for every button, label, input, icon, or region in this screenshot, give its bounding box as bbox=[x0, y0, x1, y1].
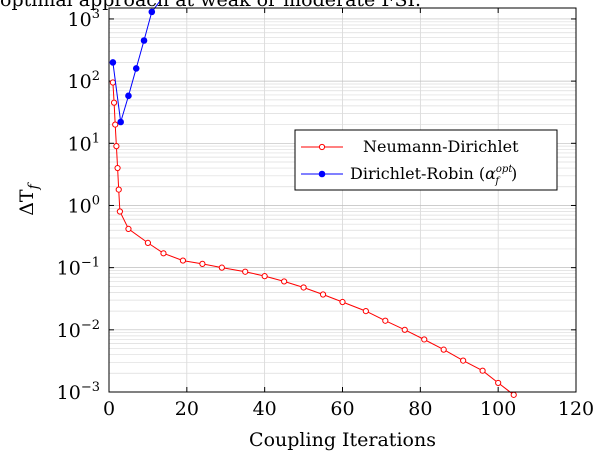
series-dirichlet-robin bbox=[109, 1, 160, 126]
data-point bbox=[125, 225, 132, 232]
x-tick-label: 100 bbox=[480, 398, 516, 420]
data-point bbox=[281, 278, 288, 285]
data-point bbox=[382, 317, 389, 324]
data-point bbox=[112, 121, 119, 128]
legend-marker bbox=[318, 143, 326, 151]
data-point bbox=[421, 336, 428, 343]
y-tick-label: 101 bbox=[68, 131, 100, 155]
data-point bbox=[261, 273, 268, 280]
legend-label: Dirichlet-Robin (αopt f) bbox=[350, 164, 517, 187]
data-point bbox=[242, 268, 249, 275]
y-tick-label: 10−1 bbox=[57, 256, 100, 280]
y-tick-label: 10−3 bbox=[57, 380, 100, 404]
chart-grid bbox=[108, 8, 577, 393]
data-point bbox=[109, 59, 117, 66]
legend: Neumann-Dirichlet Dirichlet-Robin (αopt f) bbox=[294, 129, 558, 191]
data-point bbox=[140, 37, 148, 44]
data-point bbox=[319, 291, 327, 298]
plot-frame bbox=[108, 7, 577, 393]
data-point bbox=[510, 391, 517, 398]
data-point bbox=[479, 367, 486, 374]
data-point bbox=[160, 250, 167, 257]
data-point bbox=[199, 260, 206, 267]
y-tick-label: 103 bbox=[68, 7, 100, 31]
x-tick-label: 120 bbox=[558, 398, 594, 420]
data-point bbox=[144, 239, 152, 247]
data-point bbox=[148, 8, 156, 16]
y-tick-label: 102 bbox=[68, 69, 100, 93]
data-point bbox=[116, 208, 123, 215]
data-point bbox=[460, 357, 467, 364]
x-axis-label: Coupling Iterations bbox=[249, 429, 436, 451]
data-point bbox=[300, 284, 307, 291]
x-tick-label: 20 bbox=[175, 398, 199, 420]
data-point bbox=[362, 308, 369, 315]
y-axis-label: ΔTf bbox=[16, 181, 42, 215]
chart-ticks: 0 20 40 60 80 100 120 10−3 10−2 10−1 100 101 102 103 bbox=[57, 7, 594, 420]
data-point bbox=[132, 65, 140, 72]
data-point bbox=[179, 257, 187, 264]
x-tick-label: 80 bbox=[408, 398, 432, 420]
data-point bbox=[218, 264, 225, 271]
legend-marker bbox=[318, 170, 326, 178]
x-tick-label: 40 bbox=[253, 398, 277, 420]
x-tick-label: 0 bbox=[103, 398, 115, 420]
legend-label: Neumann-Dirichlet bbox=[363, 137, 519, 156]
data-point bbox=[109, 79, 116, 86]
data-point bbox=[117, 118, 124, 126]
x-tick-label: 60 bbox=[330, 398, 354, 420]
data-point bbox=[110, 99, 118, 106]
series-neumann-dirichlet bbox=[109, 79, 517, 398]
data-point bbox=[440, 346, 447, 353]
series-line bbox=[112, 82, 515, 396]
series-line bbox=[112, 1, 160, 123]
data-point bbox=[115, 186, 122, 193]
legend-box bbox=[294, 129, 558, 191]
caption-fragment: optimal approach at weak or moderate FSI… bbox=[0, 0, 421, 11]
data-point bbox=[339, 298, 346, 306]
data-point bbox=[114, 164, 121, 172]
data-point bbox=[125, 92, 132, 100]
chart-series bbox=[109, 1, 517, 398]
y-axis-label-text: ΔTf bbox=[16, 181, 42, 215]
data-point bbox=[113, 143, 120, 150]
data-point bbox=[401, 326, 408, 333]
y-tick-label: 100 bbox=[68, 193, 100, 217]
data-point bbox=[495, 379, 502, 387]
y-tick-label: 10−2 bbox=[57, 318, 100, 342]
